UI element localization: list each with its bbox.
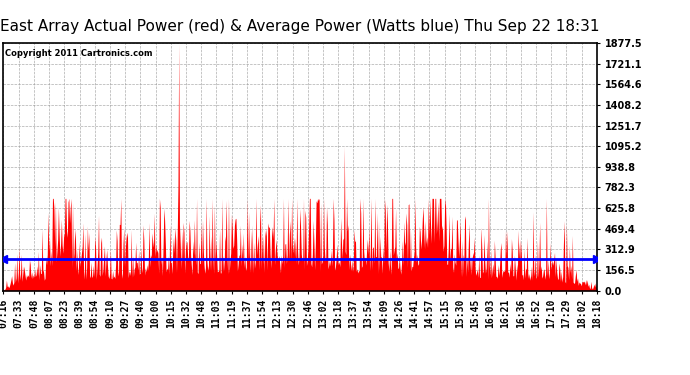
Text: East Array Actual Power (red) & Average Power (Watts blue) Thu Sep 22 18:31: East Array Actual Power (red) & Average … [1,19,600,34]
Text: Copyright 2011 Cartronics.com: Copyright 2011 Cartronics.com [5,50,152,58]
